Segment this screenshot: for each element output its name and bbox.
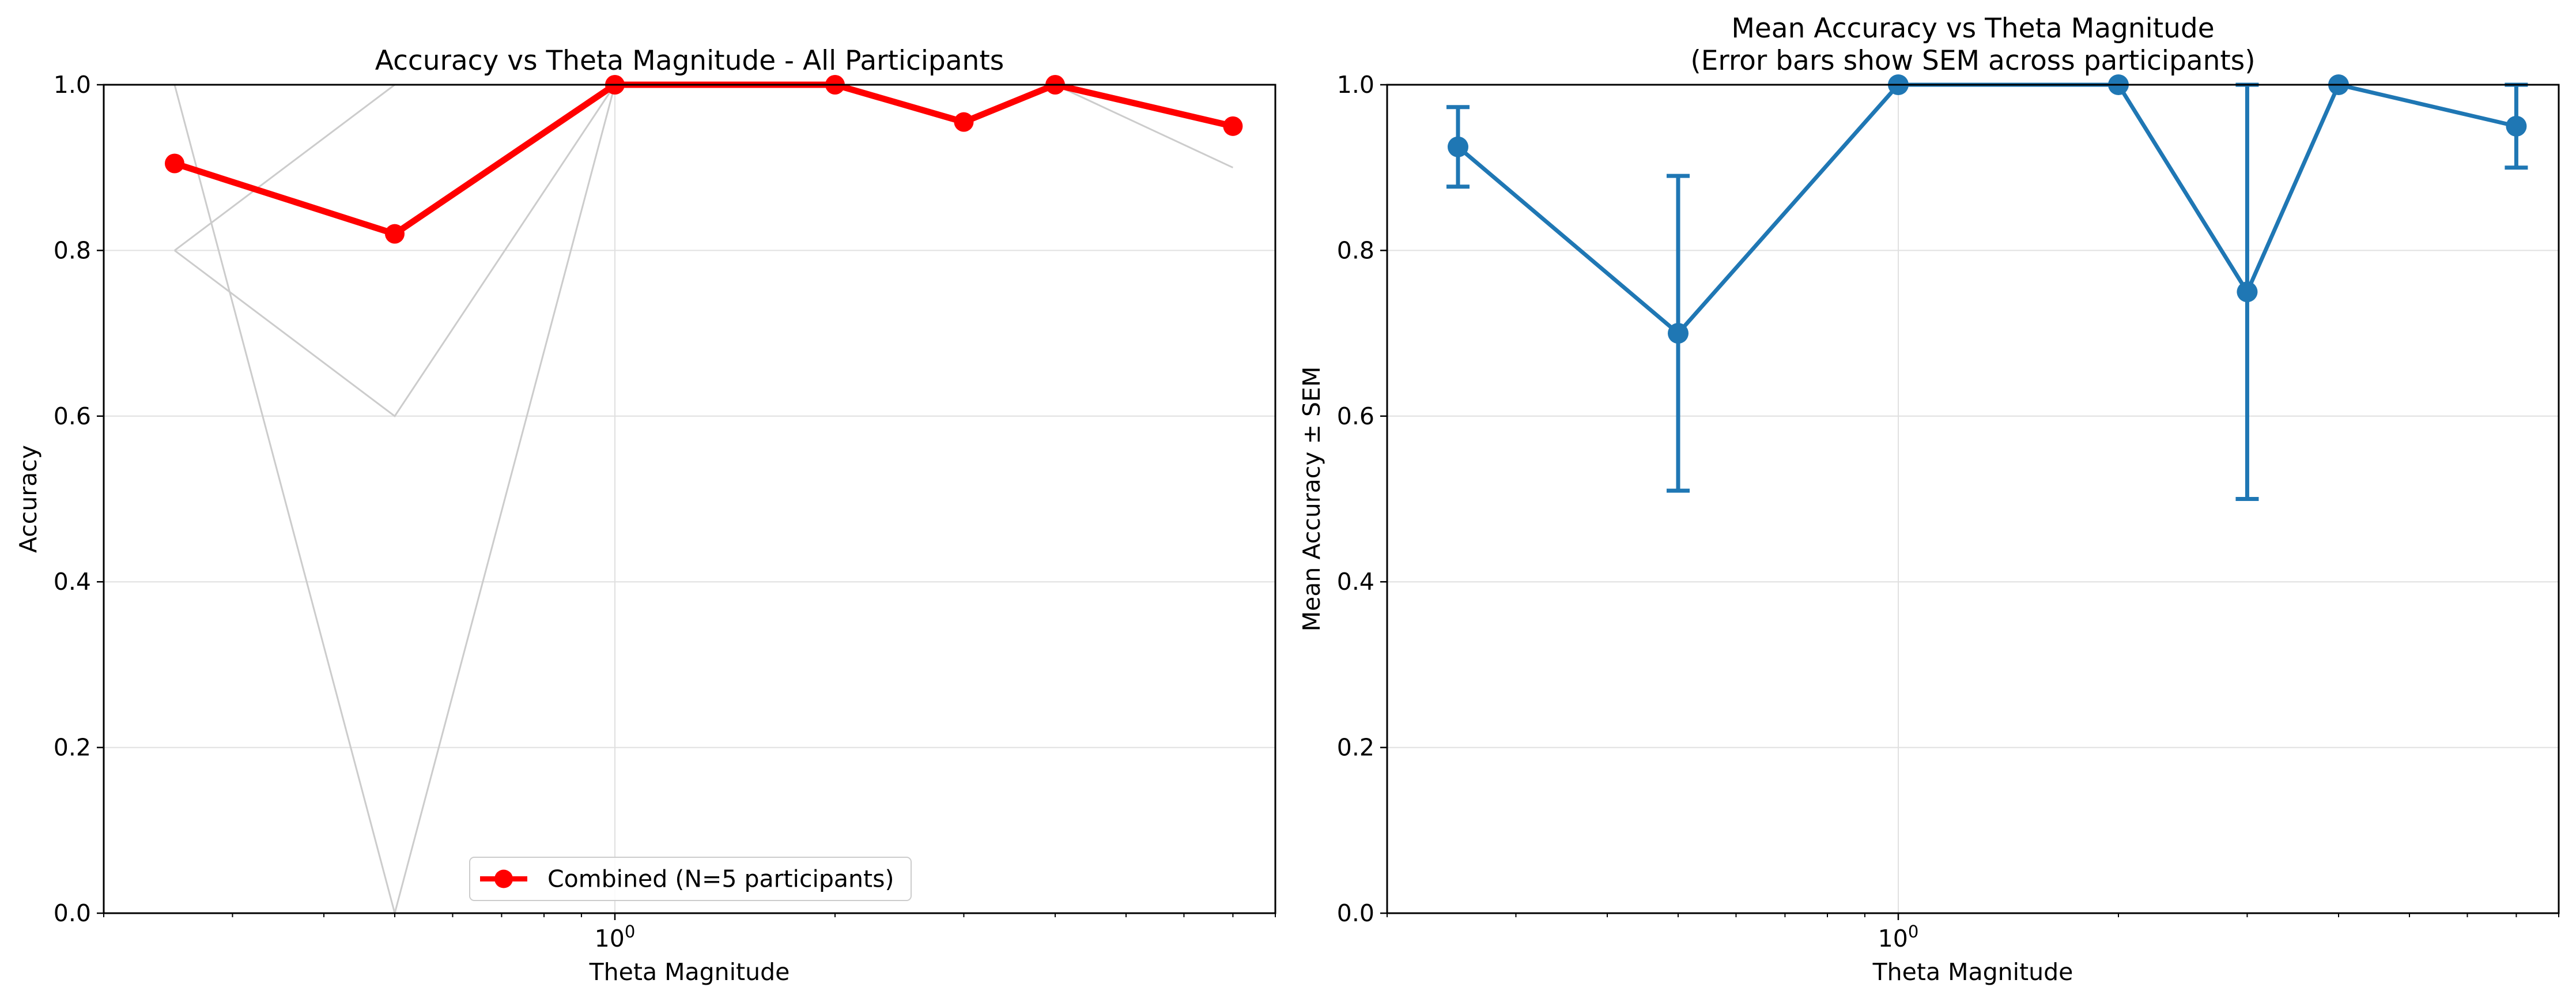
right-chart-subtitle: (Error bars show SEM across participants…	[1690, 45, 2255, 77]
right-y-axis-label: Mean Accuracy ± SEM	[1298, 367, 1325, 632]
x-tick-label: 100	[1878, 922, 1919, 952]
left-chart-panel: 0.0 0.2 0.4 0.6 0.8 1.0 100 Accuracy vs Theta …	[14, 45, 1276, 986]
left-x-axis-label: Theta Magnitude	[589, 958, 790, 986]
mean-accuracy-point	[2506, 115, 2527, 137]
y-tick-label: 0.2	[1337, 734, 1374, 762]
left-y-axis-label: Accuracy	[14, 445, 42, 553]
left-chart-title: Accuracy vs Theta Magnitude - All Partic…	[375, 45, 1004, 77]
right-chart-title: Mean Accuracy vs Theta Magnitude	[1731, 13, 2214, 44]
combined-point	[384, 224, 405, 244]
mean-accuracy-line	[1456, 82, 2517, 336]
y-tick-label: 0.8	[1337, 236, 1374, 264]
combined-point	[1223, 116, 1243, 136]
participant-line-3	[174, 84, 1233, 251]
x-tick-label: 100	[595, 922, 636, 952]
y-tick-label: 1.0	[54, 71, 91, 99]
combined-line	[173, 81, 1234, 238]
mean-accuracy-point	[1667, 323, 1689, 344]
legend-label-combined: Combined (N=5 participants)	[547, 865, 894, 893]
y-tick-label: 0.4	[54, 568, 91, 596]
right-chart-panel: 0.0 0.2 0.4 0.6 0.8 1.0 100 Mean Accuracy vs T…	[1298, 13, 2560, 986]
y-tick-label: 0.0	[54, 899, 91, 927]
participant-line-1	[173, 84, 1233, 917]
combined-point	[164, 153, 184, 174]
y-tick-label: 0.6	[54, 402, 91, 430]
right-x-axis-label: Theta Magnitude	[1872, 958, 2073, 986]
mean-accuracy-point	[2237, 281, 2258, 303]
y-tick-label: 0.6	[1337, 402, 1374, 430]
y-tick-label: 1.0	[1337, 71, 1374, 99]
left-chart-legend: Combined (N=5 participants)	[469, 857, 912, 901]
y-tick-label: 0.4	[1337, 568, 1374, 596]
y-tick-label: 0.0	[1337, 899, 1374, 927]
mean-accuracy-point	[1447, 136, 1468, 157]
combined-point	[954, 112, 974, 132]
y-tick-label: 0.8	[54, 236, 91, 264]
y-tick-label: 0.2	[54, 734, 91, 762]
